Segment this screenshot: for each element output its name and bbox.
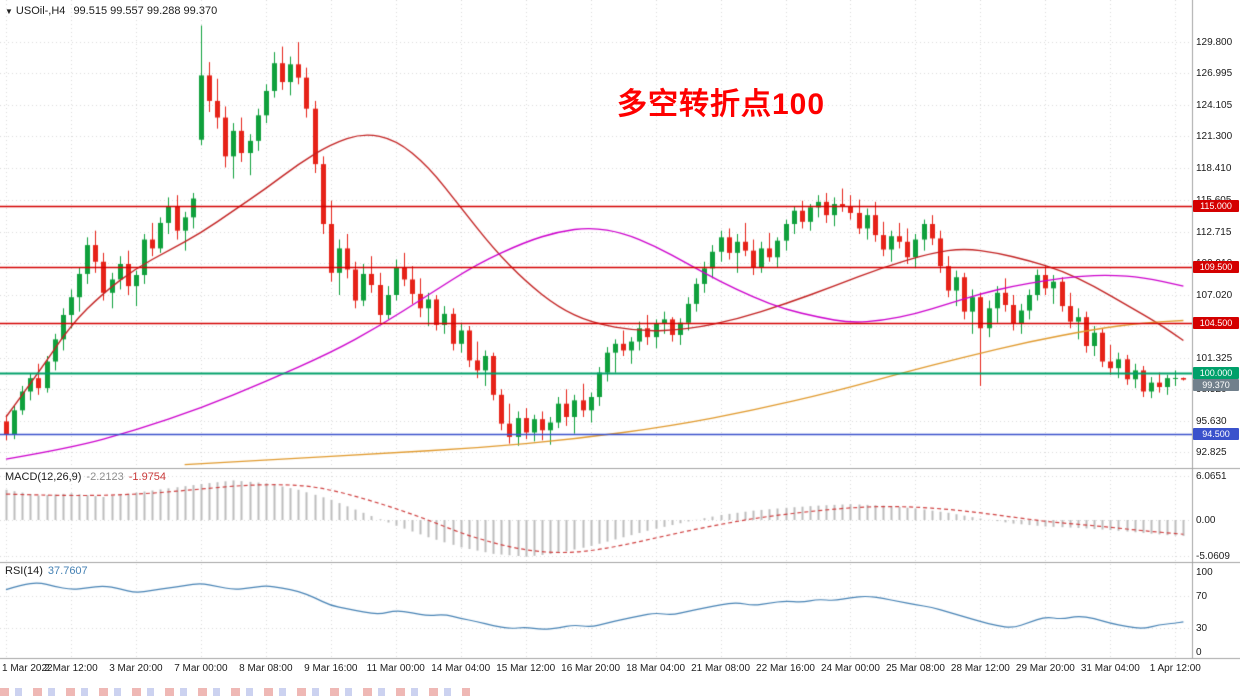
price-axis-label: 112.715	[1196, 226, 1232, 238]
level-price-tag: 94.500	[1193, 427, 1239, 440]
rsi-value: 37.7607	[47, 565, 88, 577]
time-axis-label: 22 Mar 16:00	[756, 663, 815, 674]
price-axis-label: 101.325	[1196, 352, 1233, 364]
chart-title: ▼ USOil-,H4 99.515 99.557 99.288 99.370	[5, 5, 217, 17]
ohlc-values: 99.515 99.557 99.288 99.370	[73, 5, 218, 17]
level-price-tag: 100.000	[1193, 366, 1239, 379]
time-axis-label: 3 Mar 20:00	[109, 663, 163, 674]
level-price-tag: 115.000	[1193, 200, 1239, 213]
time-axis-label: 9 Mar 16:00	[304, 663, 358, 674]
level-price-tag: 104.500	[1193, 316, 1239, 329]
clipped-text-strip	[0, 688, 470, 696]
price-axis-label: 107.020	[1196, 289, 1233, 301]
price-axis-label: 92.825	[1196, 447, 1227, 459]
time-axis-label: 18 Mar 04:00	[626, 663, 686, 674]
time-axis-label: 15 Mar 12:00	[496, 663, 556, 674]
price-axis-label: 95.630	[1196, 416, 1227, 428]
time-axis-label: 21 Mar 08:00	[691, 663, 751, 674]
macd-axis-label: 0.00	[1196, 515, 1216, 526]
price-axis-label: 118.410	[1196, 163, 1232, 175]
time-axis-label: 25 Mar 08:00	[885, 663, 945, 674]
level-price-tag: 109.500	[1193, 261, 1239, 274]
macd-axis-label: -5.0609	[1196, 551, 1230, 563]
macd-main-value: -2.2123	[86, 471, 124, 483]
macd-signal-value: -1.9754	[128, 471, 167, 483]
macd-indicator-label: MACD(12,26,9) -2.2123 -1.9754	[5, 471, 166, 483]
time-axis-label: 24 Mar 00:00	[821, 663, 880, 674]
time-axis-label: 29 Mar 20:00	[1015, 663, 1075, 674]
time-axis-label: 7 Mar 00:00	[174, 663, 228, 674]
rsi-name: RSI(14)	[5, 565, 43, 577]
macd-name: MACD(12,26,9)	[5, 471, 82, 483]
time-axis-label: 11 Mar 00:00	[366, 663, 425, 674]
price-axis-label: 115.605	[1196, 195, 1231, 206]
chart-annotation[interactable]: 多空转折点100	[617, 88, 826, 121]
current-price-tag: 99.370	[1193, 378, 1239, 391]
time-axis-label: 1 Apr 12:00	[1149, 663, 1201, 674]
time-axis-label: 31 Mar 04:00	[1080, 663, 1140, 674]
time-axis-label: 14 Mar 04:00	[431, 663, 491, 674]
price-axis-label: 121.300	[1196, 131, 1233, 143]
price-axis-label: 124.105	[1196, 100, 1233, 112]
time-axis-label: 1 Mar 2022	[2, 663, 53, 674]
time-axis-label: 28 Mar 12:00	[950, 663, 1010, 674]
macd-axis-label: 6.0651	[1196, 471, 1227, 483]
price-axis-label: 126.995	[1196, 68, 1233, 80]
rsi-indicator-label: RSI(14) 37.7607	[5, 565, 88, 577]
time-axis-label: 16 Mar 20:00	[561, 663, 621, 674]
rsi-axis-label: 70	[1196, 591, 1208, 602]
rsi-axis-label: 0	[1196, 647, 1202, 658]
symbol-period-label: USOil-,H4	[15, 5, 66, 17]
time-axis-label: 8 Mar 08:00	[239, 663, 293, 674]
price-axis-label: 129.800	[1196, 37, 1233, 49]
rsi-axis-label: 30	[1196, 623, 1208, 634]
collapse-triangle-icon[interactable]: ▼	[5, 7, 13, 16]
rsi-axis-label: 100	[1196, 567, 1213, 578]
time-axis-label: 2 Mar 12:00	[44, 663, 98, 674]
